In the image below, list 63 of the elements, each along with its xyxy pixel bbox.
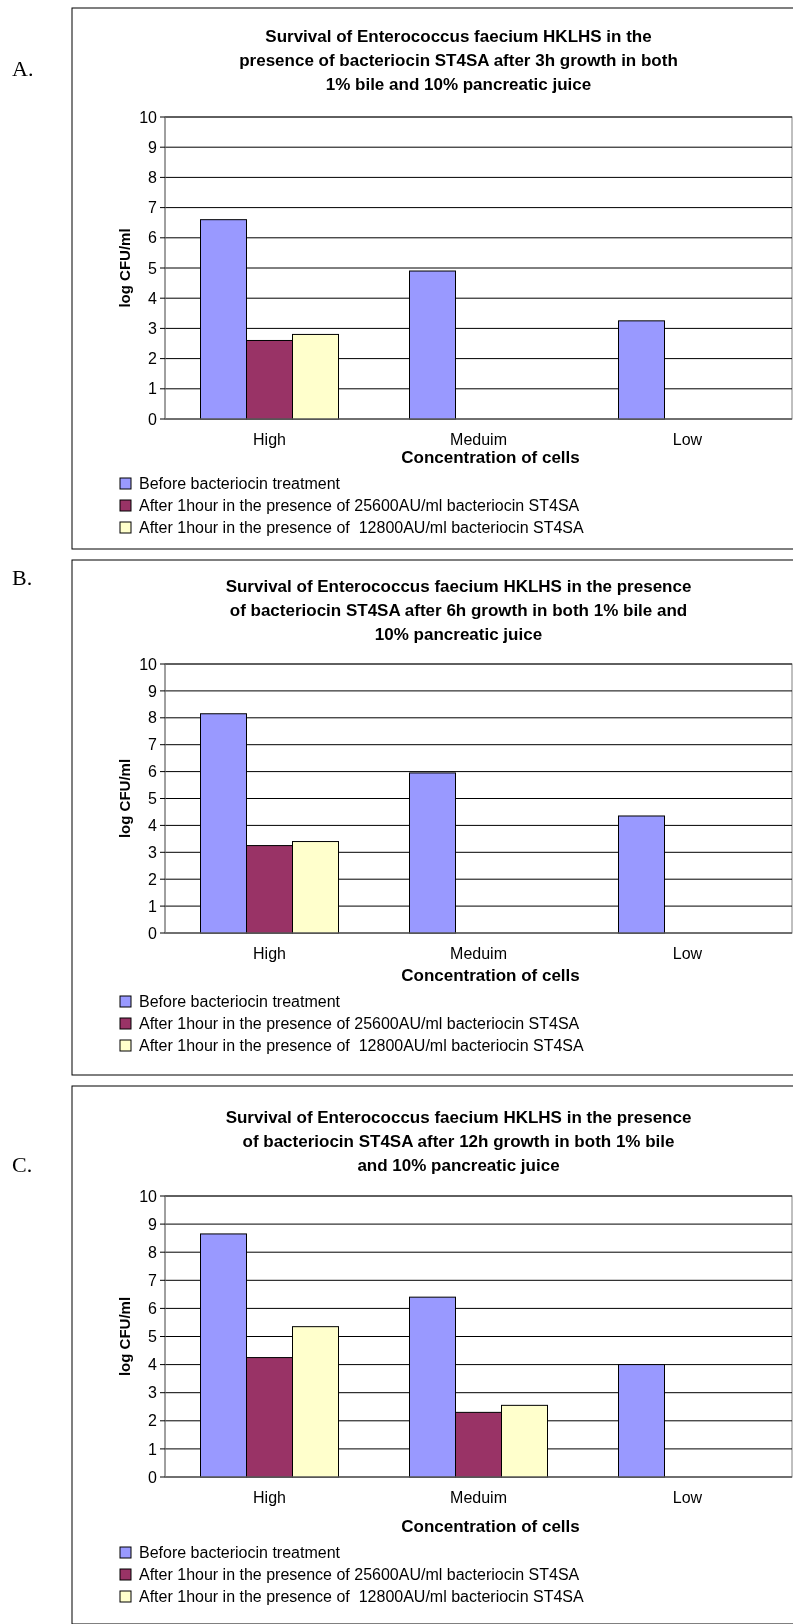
chart-title: Survival of Enterococcus faecium HKLHS in the presence of bacteriocin ST4SA after 3h growth in both 1% bile and 10% pancreatic juice: [239, 27, 678, 94]
y-tick-label: 7: [148, 199, 158, 217]
y-tick-label: 6: [148, 1300, 158, 1317]
y-tick-label: 1: [148, 380, 158, 398]
legend-label: Before bacteriocin treatment: [139, 1544, 341, 1561]
y-tick-label: 5: [148, 259, 158, 277]
text: C.: [12, 1152, 33, 1177]
legend-label: After 1hour in the presence of 12800AU/ml bacteriocin ST4SA: [139, 519, 585, 536]
x-tick-label: Meduim: [450, 1489, 507, 1506]
y-tick-label: 7: [148, 736, 158, 754]
y-axis-title: log CFU/ml: [116, 758, 133, 839]
legend-label: Before bacteriocin treatment: [139, 475, 341, 492]
y-tick-label: 6: [148, 763, 158, 781]
y-tick-label: 3: [148, 1384, 158, 1402]
x-tick-label: Meduim: [450, 945, 507, 962]
y-tick-label: 4: [148, 1356, 158, 1374]
legend-label: After 1hour in the presence of 12800AU/ml bacteriocin ST4SA: [139, 1037, 585, 1054]
legend-label: After 1hour in the presence of 25600AU/ml bacteriocin ST4SA: [139, 1566, 580, 1583]
y-tick-label: 6: [148, 229, 158, 247]
y-tick-label: 1: [148, 897, 158, 915]
x-tick-label: High: [253, 431, 286, 448]
y-tick-label: 7: [148, 1271, 158, 1289]
legend-label: After 1hour in the presence of 25600AU/ml bacteriocin ST4SA: [139, 1015, 580, 1032]
x-tick-label: High: [253, 945, 286, 962]
y-tick-label: 9: [148, 1215, 158, 1233]
chart-title: Survival of Enterococcus faecium HKLHS in the presence of bacteriocin ST4SA after 12h growth in both 1% bile and 10% pancreatic juice: [225, 1108, 692, 1175]
chart-title: Survival of Enterococcus faecium HKLHS in the presence of bacteriocin ST4SA after 6h growth in both 1% bile and 10% pancreatic juice: [225, 577, 692, 644]
y-tick-label: 9: [148, 682, 158, 700]
x-axis-title: Concentration of cells: [401, 1517, 580, 1536]
y-tick-label: 2: [148, 870, 158, 888]
x-tick-label: Low: [672, 431, 703, 448]
legend-label: After 1hour in the presence of 25600AU/ml bacteriocin ST4SA: [139, 497, 580, 514]
y-axis-title: log CFU/ml: [116, 1296, 133, 1377]
y-axis-title: log CFU/ml: [116, 228, 133, 308]
x-tick-label: Low: [672, 945, 703, 962]
y-tick-label: 4: [148, 817, 158, 834]
text: A.: [12, 56, 34, 81]
text: B.: [12, 565, 33, 590]
y-tick-label: 0: [148, 924, 158, 942]
x-axis-title: Concentration of cells: [401, 966, 580, 985]
y-tick-label: 2: [148, 350, 158, 368]
legend-label: Before bacteriocin treatment: [139, 993, 341, 1010]
legend-label: After 1hour in the presence of 12800AU/ml bacteriocin ST4SA: [139, 1588, 585, 1605]
y-tick-label: 5: [148, 1328, 158, 1346]
y-tick-label: 5: [148, 790, 158, 808]
y-tick-label: 4: [148, 289, 158, 307]
x-tick-label: High: [253, 1489, 286, 1506]
y-tick-label: 2: [148, 1412, 158, 1430]
x-axis-title: Concentration of cells: [401, 448, 580, 467]
y-tick-label: 3: [148, 320, 158, 337]
y-tick-label: 0: [148, 1468, 158, 1486]
y-tick-label: 3: [148, 843, 158, 861]
y-tick-label: 9: [148, 138, 158, 156]
x-tick-label: Low: [672, 1489, 703, 1506]
y-tick-label: 10: [139, 108, 158, 126]
y-tick-label: 8: [148, 1243, 158, 1261]
y-tick-label: 1: [148, 1440, 158, 1458]
x-tick-label: Meduim: [450, 431, 507, 448]
y-tick-label: 10: [139, 1187, 158, 1205]
y-tick-label: 10: [139, 655, 158, 673]
y-tick-label: 8: [148, 169, 158, 186]
y-tick-label: 8: [148, 709, 158, 727]
y-tick-label: 0: [148, 410, 158, 428]
